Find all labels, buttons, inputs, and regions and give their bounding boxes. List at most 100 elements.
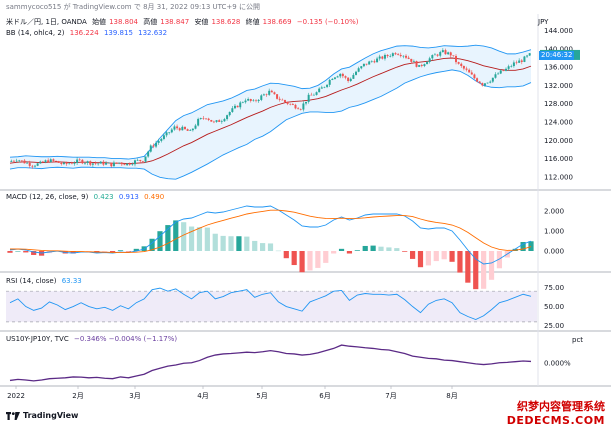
x-axis-tick-label: 6月 (319, 392, 330, 400)
candle-body (233, 105, 236, 109)
candle-body (339, 73, 342, 77)
macd-histogram-bar (481, 251, 487, 289)
candle-body (83, 162, 86, 164)
price-tick: 124.000 (544, 119, 573, 127)
candle-body (276, 94, 279, 99)
price-tick: 144.000 (544, 27, 573, 35)
candle-body (178, 128, 181, 131)
candle-body (391, 53, 394, 57)
candle-body (286, 102, 289, 104)
x-axis-tick-label: 2022 (7, 392, 25, 400)
candle-body (312, 94, 315, 96)
macd-histogram-bar (86, 251, 92, 252)
bb-lower-value: 132.632 (138, 29, 168, 37)
candle-body (370, 61, 373, 62)
rsi-band-fill (6, 291, 537, 322)
bb-title: BB (14, ohlc4, 2) (6, 29, 65, 37)
candle-body (320, 87, 323, 89)
macd-histogram-bar (449, 251, 455, 262)
high-label: 高値 (143, 18, 158, 26)
candle-body (210, 119, 213, 122)
candle-body (52, 159, 55, 161)
candle-body (231, 108, 234, 112)
candle-body (183, 126, 186, 130)
macd-signal-line (10, 209, 532, 253)
candle-body (97, 163, 100, 165)
candle-body (260, 95, 263, 100)
macd-histogram-bar (465, 251, 471, 283)
candle-body (486, 82, 489, 84)
main-legend: 米ドル／円, 1日, OANDA 始値 138.804 高値 138.847 安値 1… (6, 18, 362, 27)
macd-histogram-bar (70, 251, 76, 254)
candle-body (278, 98, 281, 100)
candle-body (526, 55, 529, 57)
footer-brand[interactable]: TradingView (6, 411, 78, 420)
price-tick: 116.000 (544, 155, 573, 163)
candle-body (26, 162, 29, 164)
candle-body (55, 160, 58, 162)
candle-body (365, 63, 368, 65)
candle-body (94, 163, 97, 164)
bb-basis-line (9, 57, 532, 165)
x-axis-tick-label: 4月 (197, 392, 208, 400)
candle-body (494, 74, 497, 78)
candle-body (394, 53, 397, 55)
bb-legend: BB (14, ohlc4, 2) 136.224 139.815 132.63… (6, 29, 170, 38)
macd-histogram-bar (125, 251, 132, 252)
candle-body (12, 160, 15, 162)
candle-body (255, 100, 258, 102)
candle-body (433, 54, 436, 56)
candle-body (215, 120, 218, 122)
spread-legend: US10Y-JP10Y, TVC −0.346% −0.004% (−1.17%… (6, 335, 180, 344)
candle-body (297, 108, 300, 110)
watermark: 织梦内容管理系统 DEDECMS.COM (499, 400, 611, 428)
candle-body (326, 84, 329, 87)
change-value: −0.135 (−0.10%) (296, 18, 359, 26)
macd-histogram-bar (252, 240, 258, 251)
macd-histogram-bar (173, 220, 179, 251)
candle-body (157, 140, 160, 143)
candle-body (444, 50, 447, 55)
candle-body (331, 78, 334, 80)
candle-body (112, 162, 115, 167)
candle-body (18, 160, 21, 162)
candle-body (223, 119, 226, 122)
candle-body (283, 100, 286, 103)
candle-body (160, 138, 163, 141)
candle-body (281, 99, 284, 101)
candle-body (60, 162, 63, 164)
price-tick: 136.000 (544, 64, 573, 72)
candle-body (149, 145, 152, 152)
candle-body (407, 57, 410, 59)
x-axis-tick-label: 8月 (446, 392, 457, 400)
candle-body (10, 160, 13, 162)
macd-line-value: 0.913 (118, 193, 139, 201)
macd-histogram-bar (307, 251, 313, 271)
macd-histogram-bar (133, 248, 139, 251)
candle-body (257, 99, 260, 102)
candle-body (473, 74, 476, 79)
macd-legend: MACD (12, 26, close, 9) 0.423 0.913 0.49… (6, 193, 167, 202)
candle-body (191, 128, 194, 131)
candle-body (452, 55, 455, 56)
macd-histogram-bar (188, 226, 195, 251)
high-value: 138.847 (160, 18, 190, 26)
x-axis-tick-label: 7月 (385, 392, 396, 400)
candle-body (144, 156, 147, 162)
candle-body (268, 90, 271, 95)
candle-body (333, 77, 336, 79)
candle-body (218, 120, 221, 122)
bb-upper-value: 139.815 (103, 29, 133, 37)
candle-body (528, 53, 531, 56)
close-value: 138.669 (262, 18, 292, 26)
candle-body (247, 99, 250, 101)
candle-body (405, 55, 408, 58)
spread-title: US10Y-JP10Y, TVC (6, 335, 69, 343)
macd-histogram-bar (338, 248, 345, 251)
candle-body (478, 81, 481, 84)
candle-body (236, 105, 239, 108)
candle-body (481, 83, 484, 86)
close-label: 終値 (245, 18, 260, 26)
candle-body (420, 65, 423, 66)
